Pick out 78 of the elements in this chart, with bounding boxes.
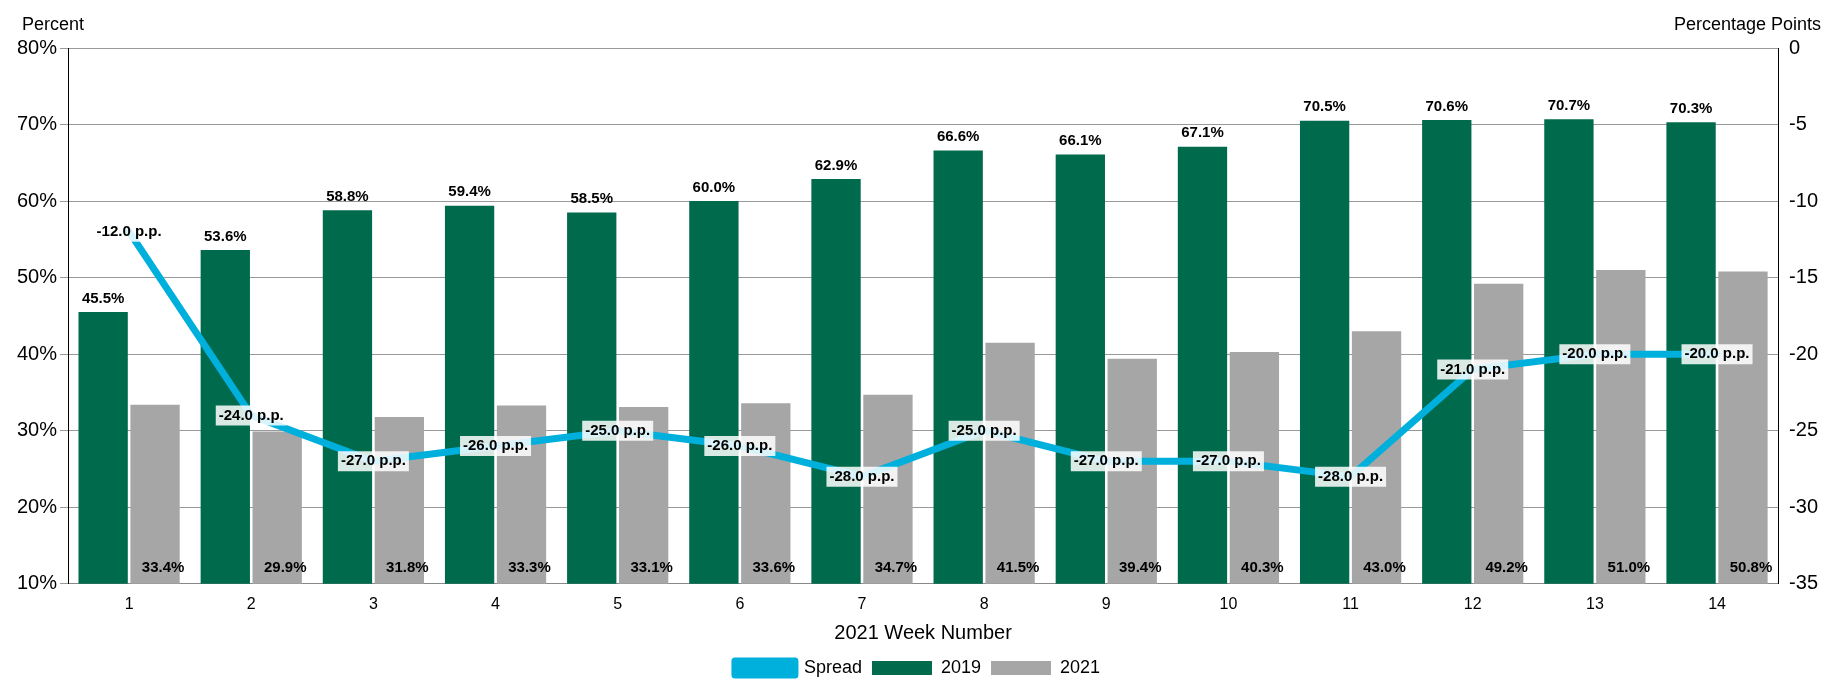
data-label: 70.7% <box>1547 95 1591 113</box>
x-tick-label: 1 <box>124 594 134 612</box>
y2-axis-title: Percentage Points <box>1673 13 1821 34</box>
data-label: -24.0 p.p. <box>218 405 284 423</box>
data-label: -25.0 p.p. <box>951 420 1017 438</box>
y2-tick-label: -15 <box>1789 265 1818 288</box>
y2-tick-label: 0 <box>1789 35 1801 58</box>
x-tick-label: 12 <box>1463 594 1482 612</box>
data-label: 39.4% <box>1118 558 1162 576</box>
y-tick-label: 80% <box>17 35 58 58</box>
data-label: -27.0 p.p. <box>340 451 406 469</box>
x-tick-label: 4 <box>491 594 501 612</box>
y2-tick-label: -35 <box>1789 571 1818 594</box>
y-axis-title: Percent <box>22 13 85 34</box>
data-label: 51.0% <box>1607 558 1651 576</box>
data-label: -20.0 p.p. <box>1684 344 1750 362</box>
data-label: 50.8% <box>1729 558 1773 576</box>
data-label: -27.0 p.p. <box>1073 451 1139 469</box>
x-tick-label: 14 <box>1708 594 1727 612</box>
data-label: 53.6% <box>204 226 247 244</box>
data-label: 33.1% <box>630 558 673 576</box>
y2-tick-label: -20 <box>1789 341 1818 364</box>
x-tick-label: 8 <box>979 594 989 612</box>
data-label: 62.9% <box>814 155 858 173</box>
y-tick-label: 30% <box>17 418 58 441</box>
data-label: 29.9% <box>263 558 307 576</box>
data-label: -21.0 p.p. <box>1440 359 1506 377</box>
legend-label: 2021 <box>1060 656 1101 677</box>
legend-label: 2019 <box>940 656 982 677</box>
data-label: 67.1% <box>1181 123 1224 141</box>
data-label: -25.0 p.p. <box>585 420 651 438</box>
x-tick-label: 2 <box>246 594 256 612</box>
x-tick-label: 6 <box>735 594 745 612</box>
legend-label: Spread <box>803 656 862 677</box>
data-label: -26.0 p.p. <box>463 436 529 454</box>
x-tick-label: 5 <box>613 594 623 612</box>
data-label: -27.0 p.p. <box>1195 451 1261 469</box>
x-tick-label: 7 <box>857 594 867 612</box>
y-tick-label: 20% <box>17 494 58 517</box>
data-label: 60.0% <box>692 177 736 195</box>
data-label: 41.5% <box>996 558 1040 576</box>
x-axis-title: 2021 Week Number <box>834 620 1013 643</box>
data-label: 70.3% <box>1669 98 1713 116</box>
data-label: 45.5% <box>81 288 125 306</box>
data-label: 49.2% <box>1485 558 1528 576</box>
y-tick-label: 50% <box>17 265 58 288</box>
data-label: 33.4% <box>141 558 185 576</box>
y-tick-label: 70% <box>17 112 58 135</box>
y2-tick-label: -30 <box>1789 494 1818 517</box>
x-tick-label: 11 <box>1342 594 1359 612</box>
y2-tick-label: -10 <box>1789 188 1818 211</box>
data-label: 43.0% <box>1363 558 1406 576</box>
data-label: 58.8% <box>326 186 369 204</box>
x-tick-label: 13 <box>1585 594 1604 612</box>
data-label: -26.0 p.p. <box>707 436 773 454</box>
y-tick-label: 60% <box>17 188 58 211</box>
data-label: 33.3% <box>508 558 551 576</box>
data-label: 66.1% <box>1059 131 1102 149</box>
data-label: -28.0 p.p. <box>829 466 895 484</box>
y-tick-label: 40% <box>17 341 58 364</box>
x-tick-label: 3 <box>368 594 378 612</box>
data-label: -12.0 p.p. <box>96 221 162 239</box>
x-tick-label: 9 <box>1101 594 1111 612</box>
y-tick-label: 10% <box>17 571 58 594</box>
data-label: 34.7% <box>874 558 918 576</box>
data-label: 33.6% <box>752 558 796 576</box>
data-label: 58.5% <box>570 189 614 207</box>
data-label: 40.3% <box>1241 558 1284 576</box>
y2-tick-label: -5 <box>1789 112 1807 135</box>
data-label: 31.8% <box>386 558 429 576</box>
data-label: 66.6% <box>936 127 980 145</box>
data-label: -28.0 p.p. <box>1318 466 1384 484</box>
y2-tick-label: -25 <box>1789 418 1818 441</box>
data-label: 59.4% <box>448 182 491 200</box>
data-label: -20.0 p.p. <box>1562 344 1628 362</box>
x-tick-label: 10 <box>1219 594 1238 612</box>
data-label: 70.6% <box>1425 96 1469 114</box>
data-label: 70.5% <box>1303 97 1346 115</box>
